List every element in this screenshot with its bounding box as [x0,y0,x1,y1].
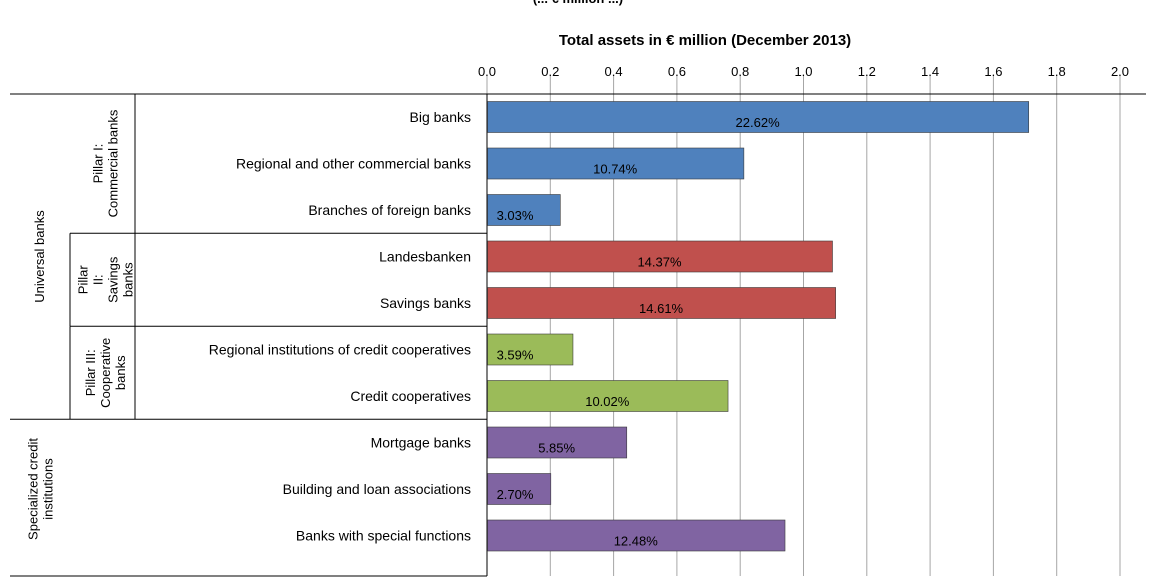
x-tick-label: 0.6 [668,64,686,79]
group-label-specialized: Specialized credit institutions [26,438,56,540]
category-label: Mortgage banks [371,435,471,451]
bar [487,333,574,366]
bar [487,473,552,505]
x-tick-labels: 0.0 0.2 0.4 0.6 0.8 1.0 1.2 1.4 1.6 1.8 2.0 (... € … [478,0,1129,79]
subgroup-label-line: Pillar I: [91,144,106,184]
category-label: Credit cooperatives [350,388,471,404]
data-label: 2.70% [497,487,534,502]
bar [487,101,1030,133]
cropped-top-text: (... € million ...) [533,0,623,6]
bar [487,240,833,273]
category-label: Regional and other commercial banks [236,156,471,172]
data-label: 5.85% [538,441,575,456]
data-label: 10.74% [593,162,638,177]
x-tick-label: 0.8 [731,64,749,79]
group-label-specialized-line: Specialized credit [26,438,41,540]
data-label: 14.61% [639,301,684,316]
category-label: Regional institutions of credit cooperat… [209,342,471,358]
category-labels: Big banks Regional and other commercial b… [209,109,471,544]
bar [487,380,729,412]
data-label: 22.62% [736,115,781,130]
subgroup-label-line: banks [113,355,128,390]
data-label: 14.37% [637,255,682,270]
category-label: Savings banks [380,295,471,311]
x-tick-label: 0.4 [605,64,623,79]
x-tick-label: 0.2 [541,64,559,79]
subgroup-label: Pillar II: Savings banks [76,256,136,303]
x-tick-label: 1.8 [1048,64,1066,79]
x-tick-label: 1.0 [794,64,812,79]
category-label: Branches of foreign banks [308,202,471,218]
group-label-universal-banks: Universal banks [32,210,47,303]
group-label-universal-banks-line: Universal banks [32,210,47,303]
x-tick-label: 0.0 [478,64,496,79]
data-label: 12.48% [614,534,659,549]
subgroup-label-line: II: [91,274,106,285]
category-label: Building and loan associations [283,481,471,497]
x-tick-label: 1.4 [921,64,939,79]
chart-title: Total assets in € million (December 2013… [559,32,851,49]
subgroup-label-line: Pillar [76,265,91,295]
data-label: 10.02% [585,394,630,409]
subgroup-label-line: Pillar III: [83,349,98,396]
category-label: Banks with special functions [296,528,471,544]
table-lines [10,93,1146,577]
data-label: 3.03% [497,208,534,223]
bar [487,426,628,459]
bar [487,147,745,180]
x-tick-label: 2.0 [1111,64,1129,79]
subgroup-label-line: banks [121,262,136,297]
subgroup-label: Pillar I: Commercial banks [91,109,121,217]
x-tick-label: 1.2 [858,64,876,79]
data-labels: 22.62% 10.74% 3.03% 14.37% 14.61% 3.59% 10.02%… [497,115,781,549]
subgroup-label: Pillar III: Cooperative banks [83,338,128,408]
bar [487,519,786,552]
bars [487,101,1030,552]
subgroup-label-line: Savings [106,256,121,303]
group-labels: Universal banks Specialized credit institu… [26,109,136,540]
subgroup-label-line: Cooperative [98,338,113,408]
bar [487,287,836,319]
bar [487,194,561,226]
group-label-specialized-line: institutions [41,458,56,520]
subgroup-label-line: Commercial banks [106,109,121,217]
category-label: Big banks [410,109,471,125]
category-label: Landesbanken [379,249,471,265]
data-label: 3.59% [497,348,534,363]
x-tick-label: 1.6 [984,64,1002,79]
